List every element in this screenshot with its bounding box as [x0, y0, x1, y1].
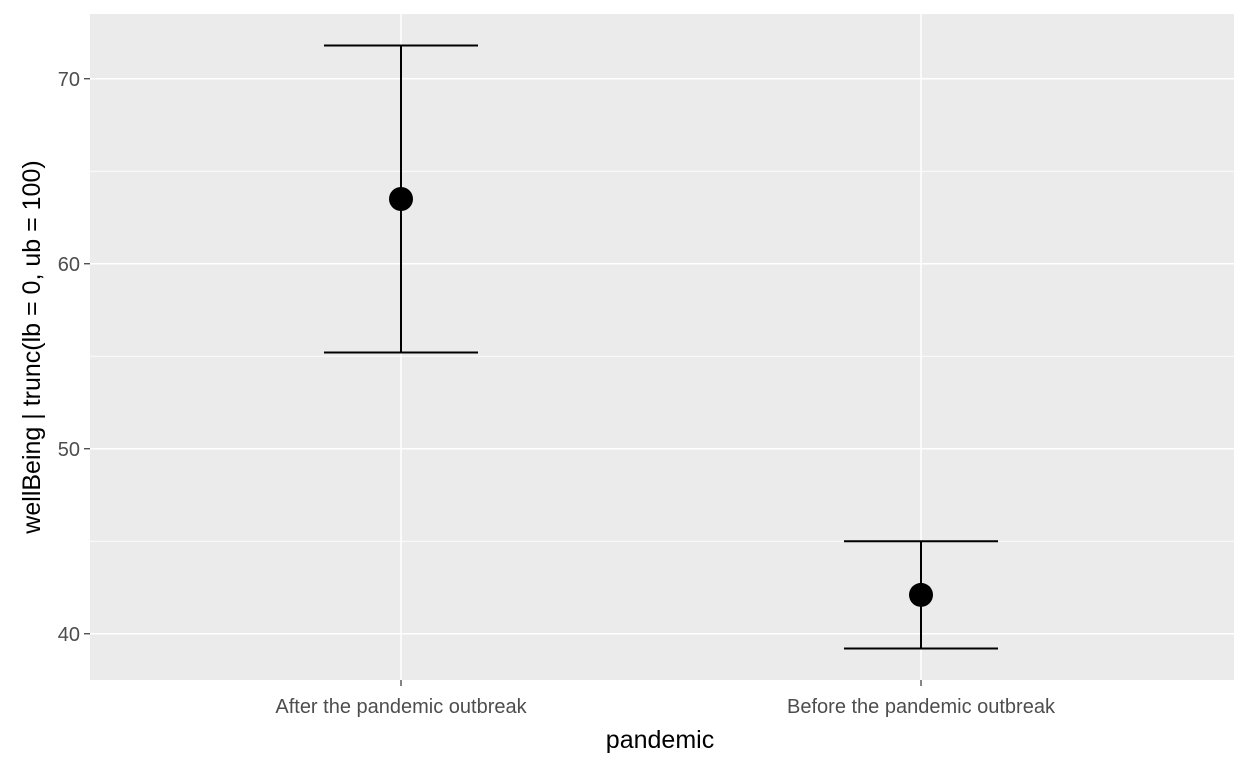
data-point [389, 187, 413, 211]
x-tick-label: After the pandemic outbreak [275, 696, 527, 718]
plot-panel [90, 14, 1234, 680]
x-axis-title: pandemic [606, 726, 714, 754]
y-tick-label: 60 [58, 254, 80, 276]
x-tick-label: Before the pandemic outbreak [787, 696, 1056, 718]
axes-layer: 40 50 60 70 After the pandemic outbreak Befor… [58, 69, 1056, 718]
grid-layer [90, 14, 1234, 680]
marks-layer [324, 44, 998, 650]
data-point [909, 582, 933, 607]
y-tick-label: 70 [58, 69, 80, 91]
y-axis-title: wellBeing | trunc(lb = 0, ub = 100) [18, 160, 46, 534]
y-tick-label: 40 [58, 624, 80, 646]
y-tick-label: 50 [58, 439, 80, 461]
